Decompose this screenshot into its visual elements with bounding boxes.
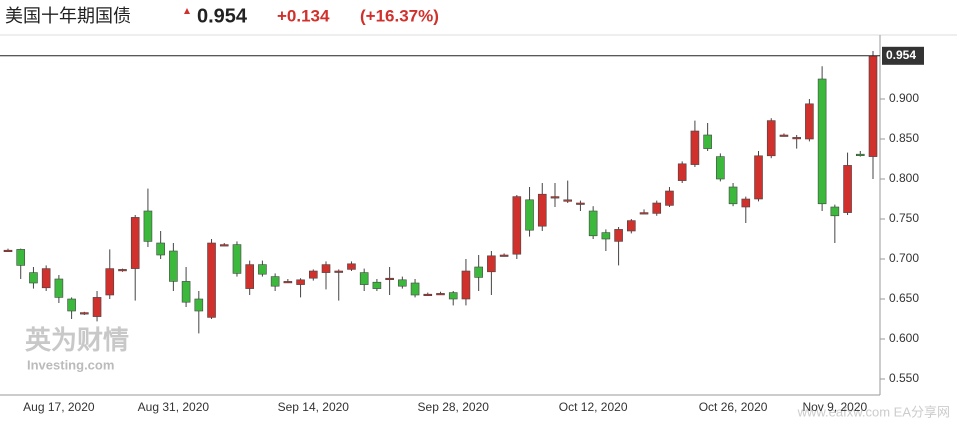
change-percent: (+16.37%) — [360, 6, 439, 25]
candle-body — [258, 264, 267, 275]
footer-watermark: www.eafxw.com EA分享网 — [797, 404, 950, 419]
title: 美国十年期国债 — [5, 6, 131, 26]
candle-body — [601, 232, 611, 240]
x-tick-label: Oct 26, 2020 — [699, 400, 768, 414]
last-value-box — [882, 46, 924, 65]
candle-body — [741, 198, 751, 208]
candle-body — [614, 229, 623, 242]
candle-body — [550, 196, 560, 199]
candle-body — [677, 163, 687, 181]
candle-body — [436, 293, 445, 296]
candle-body — [245, 264, 254, 289]
candle-body — [830, 206, 840, 217]
candle-body — [576, 202, 585, 205]
candle-body — [143, 210, 153, 242]
candle-body — [855, 153, 865, 156]
x-tick-label: Aug 17, 2020 — [23, 400, 95, 414]
candle-body — [398, 279, 407, 287]
watermark-site: Investing.com — [27, 357, 114, 372]
candle-body — [118, 269, 127, 272]
candle-body — [843, 165, 852, 213]
watermark-brand: 英为财情 — [25, 325, 129, 355]
candle-body — [29, 272, 38, 284]
candle-body — [805, 103, 814, 140]
candle-body — [652, 202, 662, 214]
y-tick-label: 0.900 — [889, 91, 919, 105]
candle-body — [156, 242, 165, 256]
candle-body — [537, 193, 547, 227]
x-tick-label: Sep 28, 2020 — [418, 400, 490, 414]
y-tick-label: 0.650 — [889, 291, 919, 305]
candle-body — [232, 244, 242, 274]
candle-body — [766, 120, 776, 157]
candle-body — [321, 264, 331, 273]
candle-body — [512, 196, 522, 255]
candle-body — [868, 55, 878, 157]
candle-body — [665, 190, 674, 206]
candle-body — [308, 270, 318, 279]
y-tick-label: 0.600 — [889, 331, 919, 345]
candle-body — [817, 78, 827, 205]
candle-body — [347, 263, 356, 270]
candle-body — [563, 199, 573, 202]
candle-body — [474, 266, 483, 278]
candle-body — [690, 130, 700, 165]
x-tick-label: Oct 12, 2020 — [559, 400, 628, 414]
candle-body — [92, 297, 102, 317]
candle-body — [792, 137, 801, 140]
candle-body — [41, 268, 51, 289]
candle-body — [461, 270, 471, 300]
candle-body — [334, 270, 344, 273]
candle-body — [448, 292, 458, 300]
candle-body — [703, 134, 712, 149]
x-tick-label: Sep 14, 2020 — [278, 400, 350, 414]
up-arrow — [184, 8, 190, 14]
candle-body — [270, 276, 280, 287]
candle-body — [67, 298, 76, 312]
change: +0.134 — [277, 6, 330, 25]
candle-body — [207, 242, 216, 318]
candle-body — [499, 254, 509, 257]
candle-body — [54, 278, 64, 298]
candle-body — [105, 268, 115, 296]
candle-body — [130, 217, 140, 269]
candle-body — [194, 298, 204, 312]
candle-body — [423, 293, 433, 297]
last-value-label: 0.954 — [886, 48, 916, 62]
candle-body — [779, 134, 789, 137]
candle-body — [487, 255, 496, 273]
candle-body — [728, 186, 738, 205]
candle-body — [219, 244, 229, 247]
x-tick-label: Aug 31, 2020 — [138, 400, 210, 414]
candle-body — [3, 249, 13, 252]
x-tick-label: Nov 9, 2020 — [802, 400, 867, 414]
plot: 0.550 0.600 0.650 0.700 0.750 0.800 0.850 0.900… — [0, 46, 924, 414]
candle-body — [754, 155, 763, 200]
candle-body — [169, 250, 178, 282]
candle-body — [627, 220, 636, 232]
candle-body — [525, 199, 534, 231]
candle-body — [181, 281, 191, 303]
candle-body — [283, 281, 293, 284]
candle-body — [359, 272, 369, 285]
y-tick-label: 0.750 — [889, 211, 919, 225]
candle-body — [296, 279, 305, 285]
candle-body — [16, 249, 26, 266]
y-tick-label: 0.550 — [889, 371, 919, 385]
candle-body — [410, 282, 420, 296]
candle-body — [385, 277, 394, 281]
candle-body — [639, 212, 649, 215]
price: 0.954 — [197, 5, 248, 27]
y-tick-label: 0.850 — [889, 131, 919, 145]
candle-body — [372, 281, 382, 289]
y-tick-label: 0.700 — [889, 251, 919, 265]
y-tick-label: 0.800 — [889, 171, 919, 185]
candle-body — [716, 156, 725, 180]
candle-body — [80, 312, 89, 315]
candle-body — [588, 210, 598, 237]
